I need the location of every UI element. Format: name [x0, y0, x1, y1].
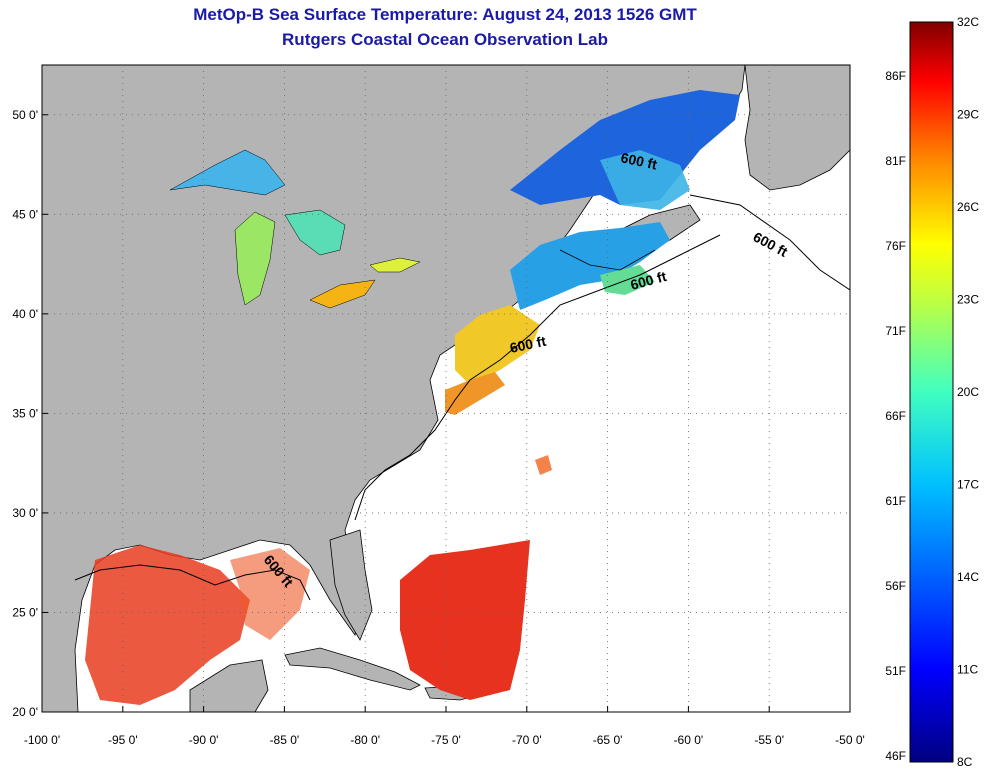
contour-label-mid-atlantic: 600 ft: [508, 333, 547, 356]
longitude-axis: -100 0' -95 0' -90 0' -85 0' -80 0' -75 0' -70…: [24, 706, 865, 747]
colorbar-fahrenheit-label: 76F: [885, 239, 906, 253]
title-line-1: MetOp-B Sea Surface Temperature: August …: [193, 5, 697, 24]
gulf-stream-patch-sst: [535, 455, 552, 475]
colorbar-celsius-label: 11C: [957, 663, 978, 677]
lake-michigan-sst: [234, 211, 276, 306]
colorbar-labels: 32C 29C 26C 23C 20C 17C 14C 11C 8C 86F 81F 76F 71F 66…: [885, 15, 979, 769]
lake-ontario-sst: [369, 257, 421, 273]
lake-erie-sst: [309, 279, 376, 309]
cuba-land: [284, 647, 421, 691]
colorbar-celsius-label: 26C: [957, 200, 979, 214]
longitude-tick-label: -80 0': [350, 733, 380, 747]
map-title: MetOp-B Sea Surface Temperature: August …: [40, 2, 850, 52]
colorbar: [909, 21, 954, 763]
contour-label-gulf-st-lawrence: 600 ft: [619, 149, 658, 172]
longitude-tick-label: -95 0': [108, 733, 138, 747]
isobath-600ft-grand-banks: [689, 194, 850, 291]
latitude-tick-label: 45 0': [12, 207, 38, 221]
longitude-tick-label: -65 0': [593, 733, 623, 747]
colorbar-celsius-label: 14C: [957, 570, 979, 584]
longitude-tick-label: -75 0': [431, 733, 461, 747]
lake-superior-sst: [169, 149, 286, 196]
mid-atlantic-sst: [455, 305, 540, 385]
newfoundland-land: [744, 65, 850, 191]
longitude-tick-label: -60 0': [674, 733, 704, 747]
isobath-600ft-east-coast: [354, 234, 721, 521]
latitude-tick-label: 30 0': [12, 506, 38, 520]
latitude-axis: 50 0' 45 0' 40 0' 35 0' 30 0' 25 0' 20 0': [12, 108, 48, 719]
latitude-tick-label: 20 0': [12, 705, 38, 719]
colorbar-celsius-label: 29C: [957, 108, 979, 122]
colorbar-fahrenheit-label: 61F: [885, 494, 906, 508]
latitude-tick-label: 50 0': [12, 108, 38, 122]
longitude-tick-label: -70 0': [512, 733, 542, 747]
gulf-st-lawrence-sst: [510, 90, 740, 205]
colorbar-celsius-label: 20C: [957, 385, 979, 399]
lake-huron-sst: [284, 209, 346, 256]
colorbar-celsius-label: 23C: [957, 293, 979, 307]
cape-hatteras-sst: [445, 372, 505, 415]
isobath-600ft-gulf: [74, 564, 311, 601]
latitude-tick-label: 35 0': [12, 406, 38, 420]
colorbar-fahrenheit-label: 81F: [885, 154, 906, 168]
colorbar-celsius-label: 8C: [957, 755, 973, 769]
gulf-of-maine-sst: [510, 222, 670, 310]
st-lawrence-north-sst: [600, 150, 690, 210]
title-line-2: Rutgers Coastal Ocean Observation Lab: [282, 30, 608, 49]
longitude-tick-label: -55 0': [754, 733, 784, 747]
colorbar-fahrenheit-label: 51F: [885, 664, 906, 678]
latitude-tick-label: 40 0': [12, 307, 38, 321]
colorbar-fahrenheit-label: 66F: [885, 409, 906, 423]
latitude-tick-label: 25 0': [12, 605, 38, 619]
gulf-of-mexico-sst: [85, 545, 250, 705]
isobath-600ft-gulf-maine: [559, 249, 656, 271]
colorbar-celsius-label: 32C: [957, 15, 979, 29]
gulf-east-sst: [230, 548, 310, 640]
colorbar-celsius-label: 17C: [957, 478, 979, 492]
florida-land: [329, 529, 373, 641]
colorbar-fahrenheit-label: 56F: [885, 579, 906, 593]
longitude-tick-label: -90 0': [189, 733, 219, 747]
colorbar-fahrenheit-label: 86F: [885, 69, 906, 83]
colorbar-fahrenheit-label: 71F: [885, 324, 906, 338]
longitude-tick-label: -85 0': [270, 733, 300, 747]
longitude-tick-label: -50 0': [835, 733, 865, 747]
yucatan-land: [189, 659, 269, 712]
longitude-tick-label: -100 0': [24, 733, 60, 747]
bahamas-atlantic-sst: [400, 540, 530, 700]
colorbar-fahrenheit-label: 46F: [885, 749, 906, 763]
